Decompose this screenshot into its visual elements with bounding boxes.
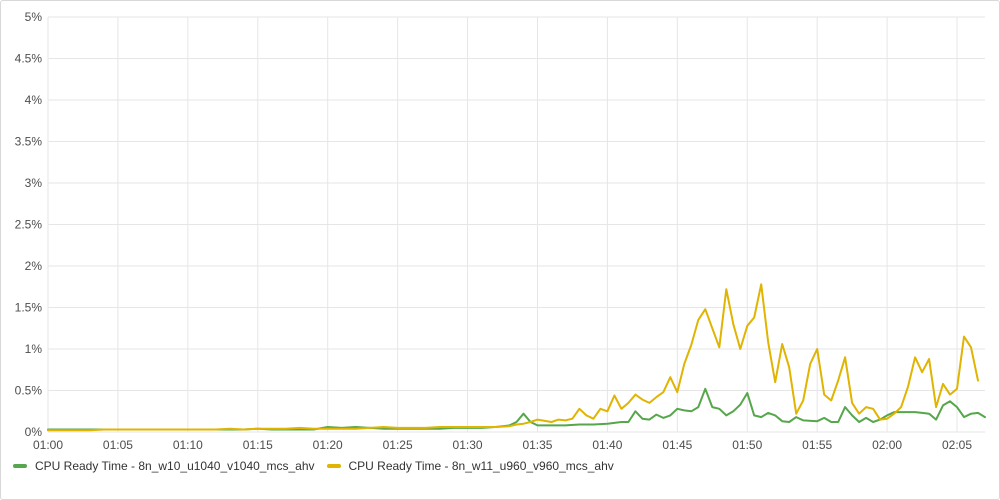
y-tick-label: 2% xyxy=(25,259,43,273)
cpu-ready-time-chart: 0%0.5%1%1.5%2%2.5%3%3.5%4%4.5%5% 01:00 01… xyxy=(15,10,986,451)
legend-swatch-series-2 xyxy=(326,464,341,468)
x-tick-label: 01:10 xyxy=(173,438,203,451)
x-tick-label: 01:15 xyxy=(243,438,273,451)
y-tick-label: 1.5% xyxy=(15,301,43,315)
y-tick-label: 2.5% xyxy=(15,218,43,232)
series-line-1 xyxy=(47,387,986,431)
x-tick-label: 02:05 xyxy=(942,438,972,451)
legend-label-series-1: CPU Ready Time - 8n_w10_u1040_v1040_mcs_… xyxy=(35,459,315,473)
legend-label-series-2: CPU Ready Time - 8n_w11_u960_v960_mcs_ah… xyxy=(348,459,614,473)
legend-swatch-series-1 xyxy=(13,464,27,468)
y-tick-label: 4% xyxy=(25,93,43,107)
x-tick-label: 01:25 xyxy=(383,438,413,451)
y-axis-ticks: 0% 0.5% 1% 1.5% 2% 2.5% 3% 3.5% 4% 4.5% 5% xyxy=(15,10,43,439)
y-tick-label: 3% xyxy=(25,176,43,190)
legend: CPU Ready Time - 8n_w10_u1040_v1040_mcs_… xyxy=(13,459,626,473)
y-tick-label: 0% xyxy=(25,425,43,439)
x-tick-label: 01:35 xyxy=(522,438,552,451)
legend-item-series-2[interactable]: CPU Ready Time - 8n_w11_u960_v960_mcs_ah… xyxy=(326,459,614,473)
series-line-2 xyxy=(47,283,979,432)
x-tick-label: 01:55 xyxy=(802,438,832,451)
x-tick-label: 02:00 xyxy=(872,438,902,451)
x-tick-label: 01:20 xyxy=(313,438,343,451)
y-tick-label: 4.5% xyxy=(15,52,43,66)
y-tick-label: 0.5% xyxy=(15,384,43,398)
x-tick-label: 01:45 xyxy=(662,438,692,451)
y-tick-label: 1% xyxy=(25,342,43,356)
x-tick-label: 01:00 xyxy=(33,438,63,451)
x-tick-label: 01:50 xyxy=(732,438,762,451)
legend-item-series-1[interactable]: CPU Ready Time - 8n_w10_u1040_v1040_mcs_… xyxy=(13,459,315,473)
x-tick-label: 01:30 xyxy=(453,438,483,451)
grid-lines xyxy=(47,16,985,433)
series-lines xyxy=(47,283,986,432)
x-axis-ticks: 01:00 01:05 01:10 01:15 01:20 01:25 01:30 01:35… xyxy=(33,438,972,451)
y-tick-label: 5% xyxy=(25,10,43,24)
y-tick-label: 3.5% xyxy=(15,135,43,149)
x-tick-label: 01:40 xyxy=(592,438,622,451)
x-tick-label: 01:05 xyxy=(103,438,133,451)
